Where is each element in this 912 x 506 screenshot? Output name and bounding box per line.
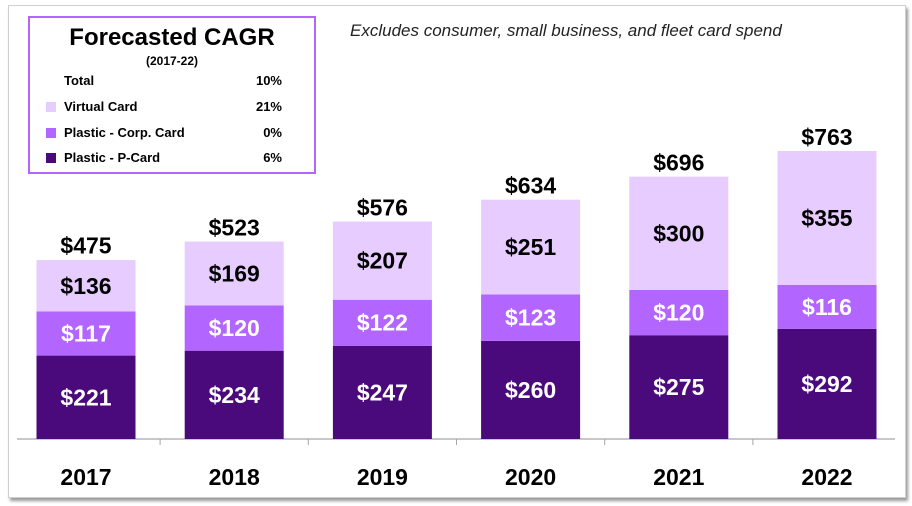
total-data-label: $634 <box>505 173 556 199</box>
bar-segment-plastic-p-card <box>481 340 581 439</box>
legend-value: 6% <box>263 150 282 165</box>
segment-data-label: $275 <box>653 374 704 400</box>
segment-data-label: $260 <box>505 377 556 403</box>
segment-data-label: $292 <box>801 371 852 397</box>
total-data-label: $523 <box>209 215 260 241</box>
bar-segment-plastic-p-card <box>629 335 729 439</box>
segment-data-label: $123 <box>505 305 556 331</box>
legend-row-total: Total 10% <box>46 73 282 91</box>
bar-segment-virtual-card <box>332 221 432 300</box>
bar-segment-plastic-p-card <box>777 328 877 439</box>
bar-segment-virtual-card <box>36 260 136 312</box>
bar-segment-virtual-card <box>629 176 729 290</box>
bar-segment-plastic-corp-card <box>629 289 729 336</box>
legend-swatch <box>46 153 56 163</box>
bar-segment-plastic-corp-card <box>332 299 432 346</box>
segment-data-label: $169 <box>209 260 260 286</box>
x-tick-label: 2017 <box>60 464 111 490</box>
x-tick-label: 2020 <box>505 464 556 490</box>
legend-row-p-card: Plastic - P-Card 6% <box>46 150 282 168</box>
legend-label: Plastic - P-Card <box>64 150 161 165</box>
legend-value: 0% <box>263 125 282 140</box>
segment-data-label: $300 <box>653 220 704 246</box>
legend-label: Plastic - Corp. Card <box>64 125 185 140</box>
legend-title: Forecasted CAGR <box>69 24 275 51</box>
segment-data-label: $247 <box>357 379 408 405</box>
segment-data-label: $251 <box>505 234 556 260</box>
bar-segment-plastic-corp-card <box>36 311 136 356</box>
legend-row-virtual-card: Virtual Card 21% <box>46 99 282 117</box>
segment-data-label: $120 <box>209 315 260 341</box>
segment-data-label: $221 <box>60 384 111 410</box>
bar-segment-virtual-card <box>481 199 581 295</box>
legend-row-corp-card: Plastic - Corp. Card 0% <box>46 125 282 143</box>
legend-label: Virtual Card <box>64 99 138 114</box>
bar-segment-virtual-card <box>777 151 877 285</box>
chart-note: Excludes consumer, small business, and f… <box>350 21 782 40</box>
bar-segment-plastic-p-card <box>184 350 284 439</box>
total-data-label: $475 <box>60 233 111 259</box>
bar-segment-plastic-p-card <box>332 345 432 439</box>
total-data-label: $576 <box>357 195 408 221</box>
x-tick-label: 2021 <box>653 464 704 490</box>
bar-segment-plastic-corp-card <box>184 305 284 351</box>
total-data-label: $763 <box>801 124 852 150</box>
segment-data-label: $136 <box>60 273 111 299</box>
bar-segment-plastic-corp-card <box>481 294 581 341</box>
segment-data-label: $234 <box>209 382 260 408</box>
legend-value: 21% <box>255 99 282 114</box>
bar-segment-virtual-card <box>184 241 284 306</box>
legend-swatch <box>46 128 56 138</box>
segment-data-label: $120 <box>653 300 704 326</box>
bar-segment-plastic-corp-card <box>777 284 877 329</box>
x-tick-label: 2022 <box>801 464 852 490</box>
x-tick-label: 2019 <box>357 464 408 490</box>
segment-data-label: $117 <box>61 321 111 347</box>
segment-data-label: $116 <box>802 294 852 320</box>
x-tick-label: 2018 <box>209 464 260 490</box>
total-data-label: $696 <box>653 149 704 175</box>
segment-data-label: $122 <box>357 310 408 336</box>
legend-value: 10% <box>255 73 282 88</box>
legend-swatch <box>46 102 56 112</box>
bar-segment-plastic-p-card <box>36 355 136 439</box>
cagr-legend: Forecasted CAGR (2017-22) Total 10% Virt… <box>28 16 316 174</box>
legend-subtitle: (2017-22) <box>145 54 199 68</box>
segment-data-label: $355 <box>801 205 852 231</box>
legend-label: Total <box>64 73 95 88</box>
segment-data-label: $207 <box>357 248 408 274</box>
